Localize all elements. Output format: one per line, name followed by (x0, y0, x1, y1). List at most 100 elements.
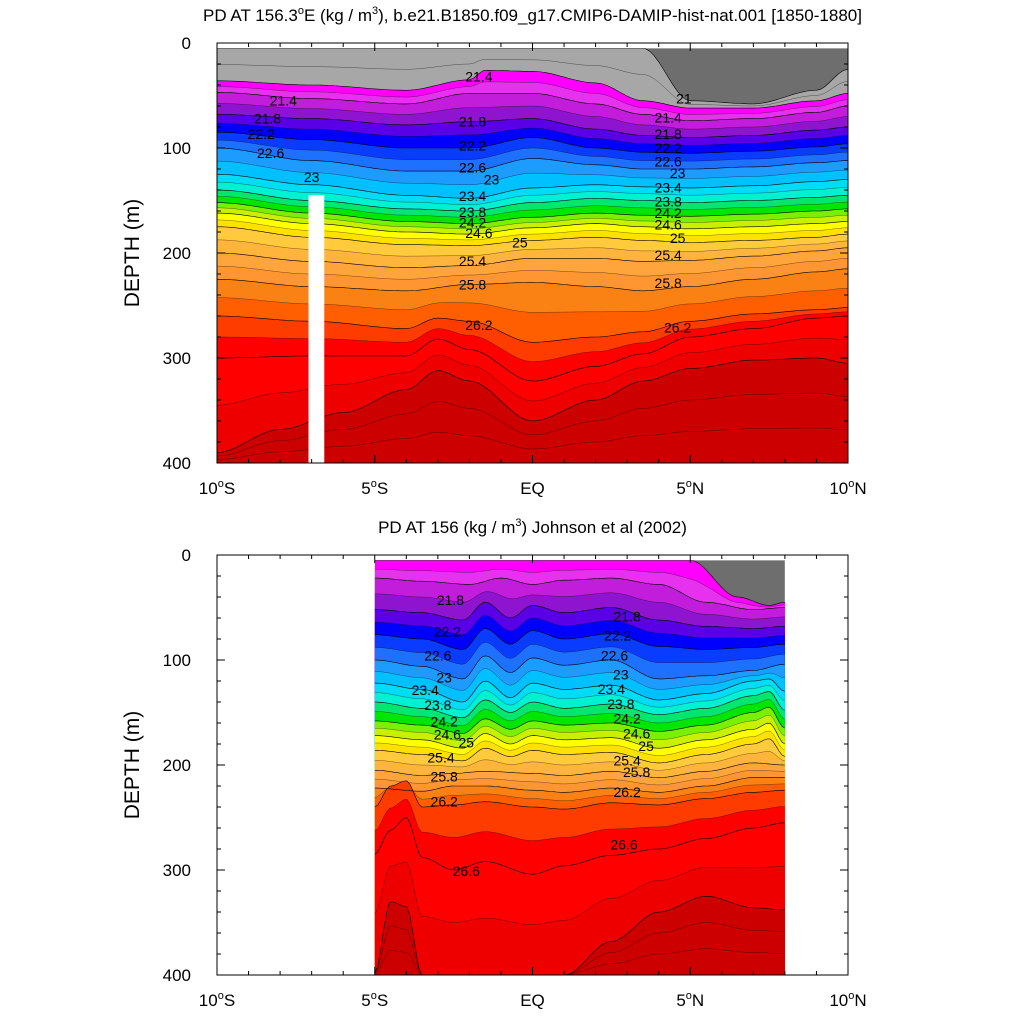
isopycnal-line-22.8 (217, 139, 848, 162)
contour-label: 22.6 (257, 145, 284, 161)
isopycnal-line-22.4 (217, 123, 848, 146)
contour-label: 26.2 (664, 319, 691, 335)
contour-label: 22.2 (434, 623, 461, 639)
contour-label: 23.4 (412, 682, 439, 698)
y-tick-label: 100 (163, 651, 191, 670)
contour-label: 22.2 (248, 126, 275, 142)
isopycnal-line-23.0 (374, 655, 785, 680)
contour-label: 23.4 (459, 188, 486, 204)
isopycnal-line-26.6 (374, 817, 785, 875)
isopycnal-line-23.6 (217, 181, 848, 205)
isopycnal-line-23.4 (374, 678, 785, 703)
contour-label: 25.4 (614, 753, 641, 769)
contour-label: 22.6 (459, 160, 486, 176)
x-tick-label: 5oS (361, 990, 388, 1010)
contour-label: 26.2 (431, 794, 458, 810)
contour-label: 21.8 (254, 110, 281, 126)
isopycnal-line-26.4 (374, 799, 785, 841)
isopycnal-line-27.4 (374, 948, 785, 975)
isopycnal-line-22.6 (374, 628, 785, 650)
contour-label: 23 (670, 165, 686, 181)
contour-label: 22.6 (424, 648, 451, 664)
contour-label: 25 (670, 230, 686, 246)
contour-label: 25.8 (459, 276, 486, 292)
contour-label: 23 (436, 670, 452, 686)
contour-label: 25.4 (459, 253, 486, 269)
contour-label: 23.8 (655, 193, 682, 209)
contour-label: 21.8 (655, 126, 682, 142)
isopycnal-line-21.4 (217, 69, 848, 109)
chart-panel-2: 21.822.222.62323.423.824.224.62525.425.8… (121, 517, 867, 1010)
y-axis-label: DEPTH (m) (121, 711, 144, 820)
isopycnal-line-27.0 (374, 895, 785, 975)
contour-label: 21.4 (655, 109, 682, 125)
contour-label: 22.2 (604, 628, 631, 644)
contour-label: 23.4 (655, 180, 682, 196)
isopycnal-line-26.2 (374, 780, 785, 810)
isopycnal-line-25.6 (374, 770, 785, 786)
isopycnal-line-24.2 (374, 707, 785, 734)
x-tick-label: 10oN (829, 478, 866, 498)
isopycnal-line-23.8 (374, 691, 785, 719)
isopycnal-line-22.6 (217, 132, 848, 154)
missing-data-column (308, 195, 325, 463)
contour-label: 25.8 (431, 768, 458, 784)
contour-label: 24.6 (434, 726, 461, 742)
x-tick-label: 5oS (361, 478, 388, 498)
chart-title: PD AT 156 (kg / m3) Johnson et al (2002) (378, 517, 687, 537)
chart-panel-1: 21.42121.421.822.222.62321.822.222.62323… (121, 5, 867, 498)
isopycnal-line-24.6 (374, 722, 785, 749)
contour-label: 22.6 (655, 153, 682, 169)
isopycnal-line-23.2 (217, 160, 848, 186)
contour-label: 25.4 (655, 247, 682, 263)
contour-label: 24.2 (459, 214, 486, 230)
contour-label: 24.6 (623, 725, 650, 741)
contour-label: 25 (638, 738, 654, 754)
x-tick-label: 5oN (676, 478, 704, 498)
y-tick-label: 0 (182, 34, 191, 53)
contour-label: 23 (484, 171, 500, 187)
contour-label: 24.2 (431, 714, 458, 730)
contour-label: 26.2 (465, 317, 492, 333)
isopycnal-line-22.2 (374, 601, 785, 629)
contour-label: 25.8 (655, 275, 682, 291)
isopycnal-line-23.4 (217, 174, 848, 199)
isopycnal-line-25.4 (374, 762, 785, 778)
y-tick-label: 200 (163, 756, 191, 775)
isopycnal-line-24.8 (374, 730, 785, 756)
isopycnal-line-22.4 (374, 615, 785, 639)
x-tick-label: 10oS (199, 478, 235, 498)
isopycnal-line-22.8 (374, 641, 785, 665)
isopycnal-line-21.2 (217, 59, 848, 107)
isopycnal-line-25.0 (374, 738, 785, 764)
contour-fill-area (374, 560, 785, 975)
x-tick-label: EQ (520, 991, 545, 1010)
y-tick-label: 0 (182, 546, 191, 565)
contour-label: 22.2 (459, 138, 486, 154)
y-tick-label: 300 (163, 861, 191, 880)
isopycnal-line-22.0 (217, 103, 848, 130)
contour-label: 21.8 (437, 592, 464, 608)
contour-label: 21.8 (614, 609, 641, 625)
y-axis-label: DEPTH (m) (121, 199, 144, 308)
contour-label: 24.2 (655, 205, 682, 221)
y-tick-label: 300 (163, 349, 191, 368)
isopycnal-line-21.8 (374, 577, 785, 610)
contour-label: 24.6 (655, 216, 682, 232)
contour-label: 22.6 (601, 648, 628, 664)
contour-label: 25.4 (427, 749, 454, 765)
contour-label: 23.4 (598, 681, 625, 697)
isopycnal-line-25.8 (374, 777, 785, 793)
contour-label: 26.6 (453, 863, 480, 879)
y-tick-label: 100 (163, 139, 191, 158)
x-tick-label: 10oN (829, 990, 866, 1010)
chart-title: PD AT 156.3oE (kg / m3), b.e21.B1850.f09… (203, 5, 862, 25)
contour-label: 23.8 (459, 204, 486, 220)
contour-label: 21.4 (270, 93, 297, 109)
contour-label: 21 (676, 90, 692, 106)
isopycnal-line-23.0 (217, 147, 848, 172)
isopycnal-line-25.2 (374, 751, 785, 771)
x-tick-label: 5oN (676, 990, 704, 1010)
contour-label: 23 (613, 666, 629, 682)
